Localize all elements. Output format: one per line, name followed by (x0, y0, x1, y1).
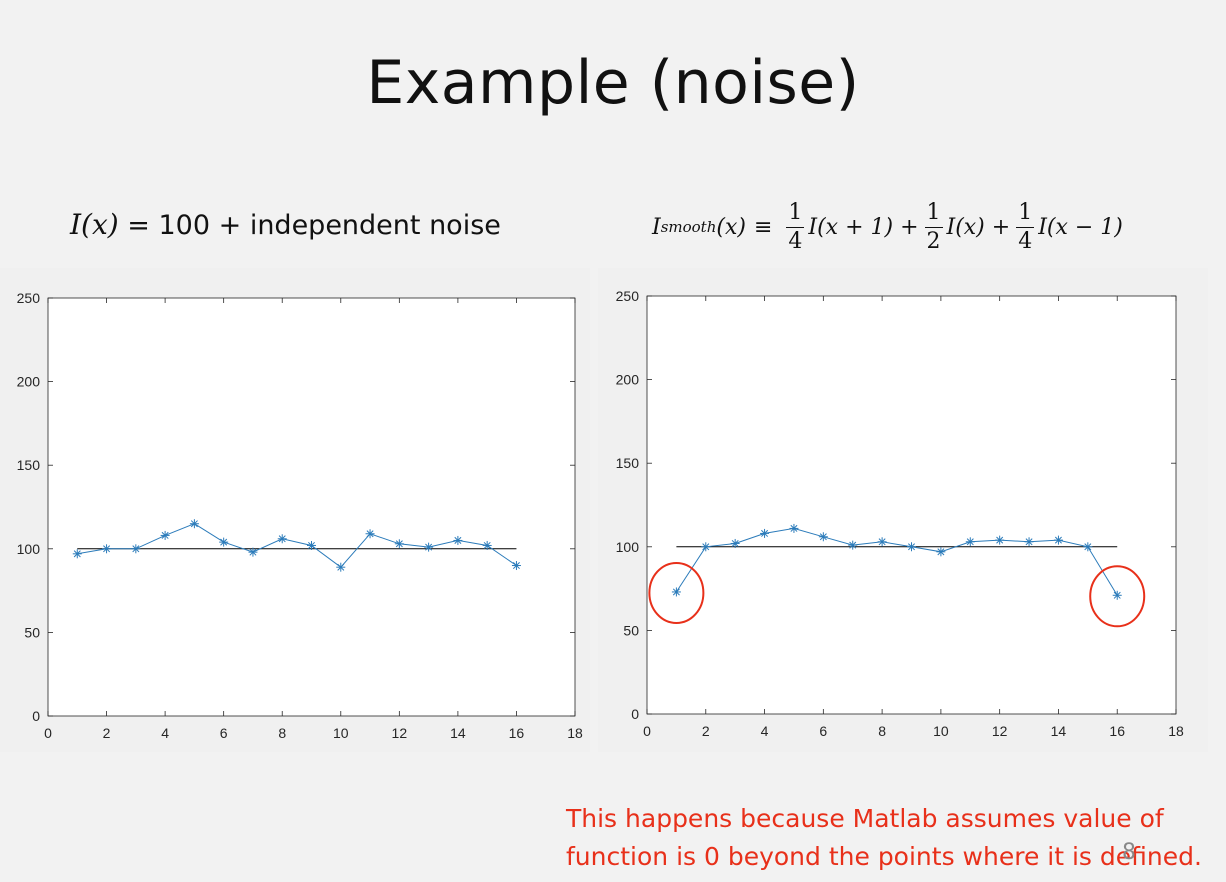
x-tick-label: 10 (933, 723, 949, 739)
x-tick-label: 14 (1051, 723, 1067, 739)
term-1: I(x + 1) + (808, 214, 919, 240)
fraction-2-den: 2 (926, 228, 941, 254)
data-point (307, 540, 316, 550)
data-point (72, 549, 82, 559)
y-tick-label: 0 (631, 706, 639, 722)
x-tick-label: 2 (702, 723, 710, 739)
x-tick-label: 0 (643, 723, 651, 739)
data-point (936, 547, 946, 557)
data-point (760, 528, 770, 538)
plot-area (646, 295, 1177, 715)
y-tick-label: 100 (616, 539, 640, 555)
term-2: I(x) + (946, 214, 1011, 240)
x-tick-label: 8 (278, 725, 286, 741)
note-line-2: function is 0 beyond the points where it… (566, 842, 1202, 871)
fraction-3-num: 1 (1016, 201, 1035, 228)
data-point (160, 530, 170, 540)
data-point (394, 539, 404, 549)
series-line (675, 527, 1118, 596)
data-point (995, 535, 1005, 545)
x-tick-label: 18 (567, 725, 583, 741)
x-tick-label: 8 (878, 723, 886, 739)
chart-1: 0 2 4 6 8 10 12 14 16 18 0 50 100 150 200 250 (0, 268, 590, 752)
y-tick-label: 150 (616, 455, 640, 471)
data-point (511, 561, 521, 571)
x-tick-label: 16 (1109, 723, 1125, 739)
data-point (189, 519, 199, 529)
data-point (424, 542, 434, 552)
data-point (365, 529, 375, 539)
x-tick-label: 6 (220, 725, 228, 741)
x-tick-label: 6 (819, 723, 827, 739)
x-tick-label: 10 (333, 725, 349, 741)
data-point (102, 544, 112, 554)
highlight-circle (648, 561, 705, 624)
noise-equation: I(x) = 100 + independent noise (70, 208, 501, 241)
data-point (277, 534, 287, 544)
data-point (965, 537, 975, 547)
y-tick-label: 200 (616, 372, 640, 388)
data-point (1053, 535, 1063, 545)
data-point (907, 542, 916, 552)
x-tick-label: 16 (509, 725, 525, 741)
data-point (848, 540, 858, 550)
x-tick-label: 4 (161, 725, 169, 741)
smooth-subscript: smooth (660, 218, 717, 236)
data-point (248, 547, 258, 557)
x-tick-label: 2 (103, 725, 111, 741)
highlight-circle (1089, 565, 1146, 628)
fraction-1-den: 4 (788, 228, 803, 254)
chart-2: 0 2 4 6 8 10 12 14 16 18 0 50 100 150 200 250 (598, 268, 1208, 752)
note-line-1: This happens because Matlab assumes valu… (566, 804, 1164, 833)
data-point (1083, 542, 1093, 552)
equiv-symbol: ≡ (753, 214, 773, 240)
data-point (671, 587, 681, 597)
y-tick-label: 50 (24, 624, 40, 640)
plot-area (47, 297, 576, 717)
term-3: I(x − 1) (1038, 214, 1123, 240)
data-point (131, 544, 141, 554)
data-point (1024, 537, 1034, 547)
data-point (336, 562, 346, 572)
page-number: 8 (1122, 840, 1136, 865)
smooth-lhs: I (652, 214, 661, 240)
data-point (789, 523, 799, 533)
y-tick-label: 200 (17, 374, 41, 390)
x-tick-label: 12 (992, 723, 1008, 739)
data-point (482, 540, 492, 550)
fraction-3-den: 4 (1018, 228, 1033, 254)
data-point (730, 538, 740, 548)
data-point (219, 537, 229, 547)
explanation-note: This happens because Matlab assumes valu… (566, 800, 1202, 876)
y-tick-label: 250 (17, 290, 41, 306)
y-tick-label: 0 (32, 708, 40, 724)
fraction-1-num: 1 (786, 201, 805, 228)
data-point (453, 535, 463, 545)
series-line (77, 523, 517, 568)
y-tick-label: 100 (17, 541, 41, 557)
data-point (701, 542, 711, 552)
equation-lhs: I(x) (70, 208, 119, 241)
smooth-arg: (x) (716, 214, 746, 240)
x-tick-label: 18 (1168, 723, 1184, 739)
data-point (1112, 590, 1122, 600)
x-tick-label: 4 (761, 723, 769, 739)
data-point (818, 532, 828, 542)
x-tick-label: 14 (450, 725, 466, 741)
y-tick-label: 50 (623, 622, 639, 638)
equation-rhs: = 100 + independent noise (118, 210, 501, 241)
y-tick-label: 150 (17, 457, 41, 473)
y-tick-label: 250 (616, 288, 640, 304)
slide-title: Example (noise) (366, 48, 860, 118)
data-point (877, 537, 887, 547)
x-tick-label: 12 (392, 725, 408, 741)
fraction-2-num: 1 (924, 201, 943, 228)
x-tick-label: 0 (44, 725, 52, 741)
